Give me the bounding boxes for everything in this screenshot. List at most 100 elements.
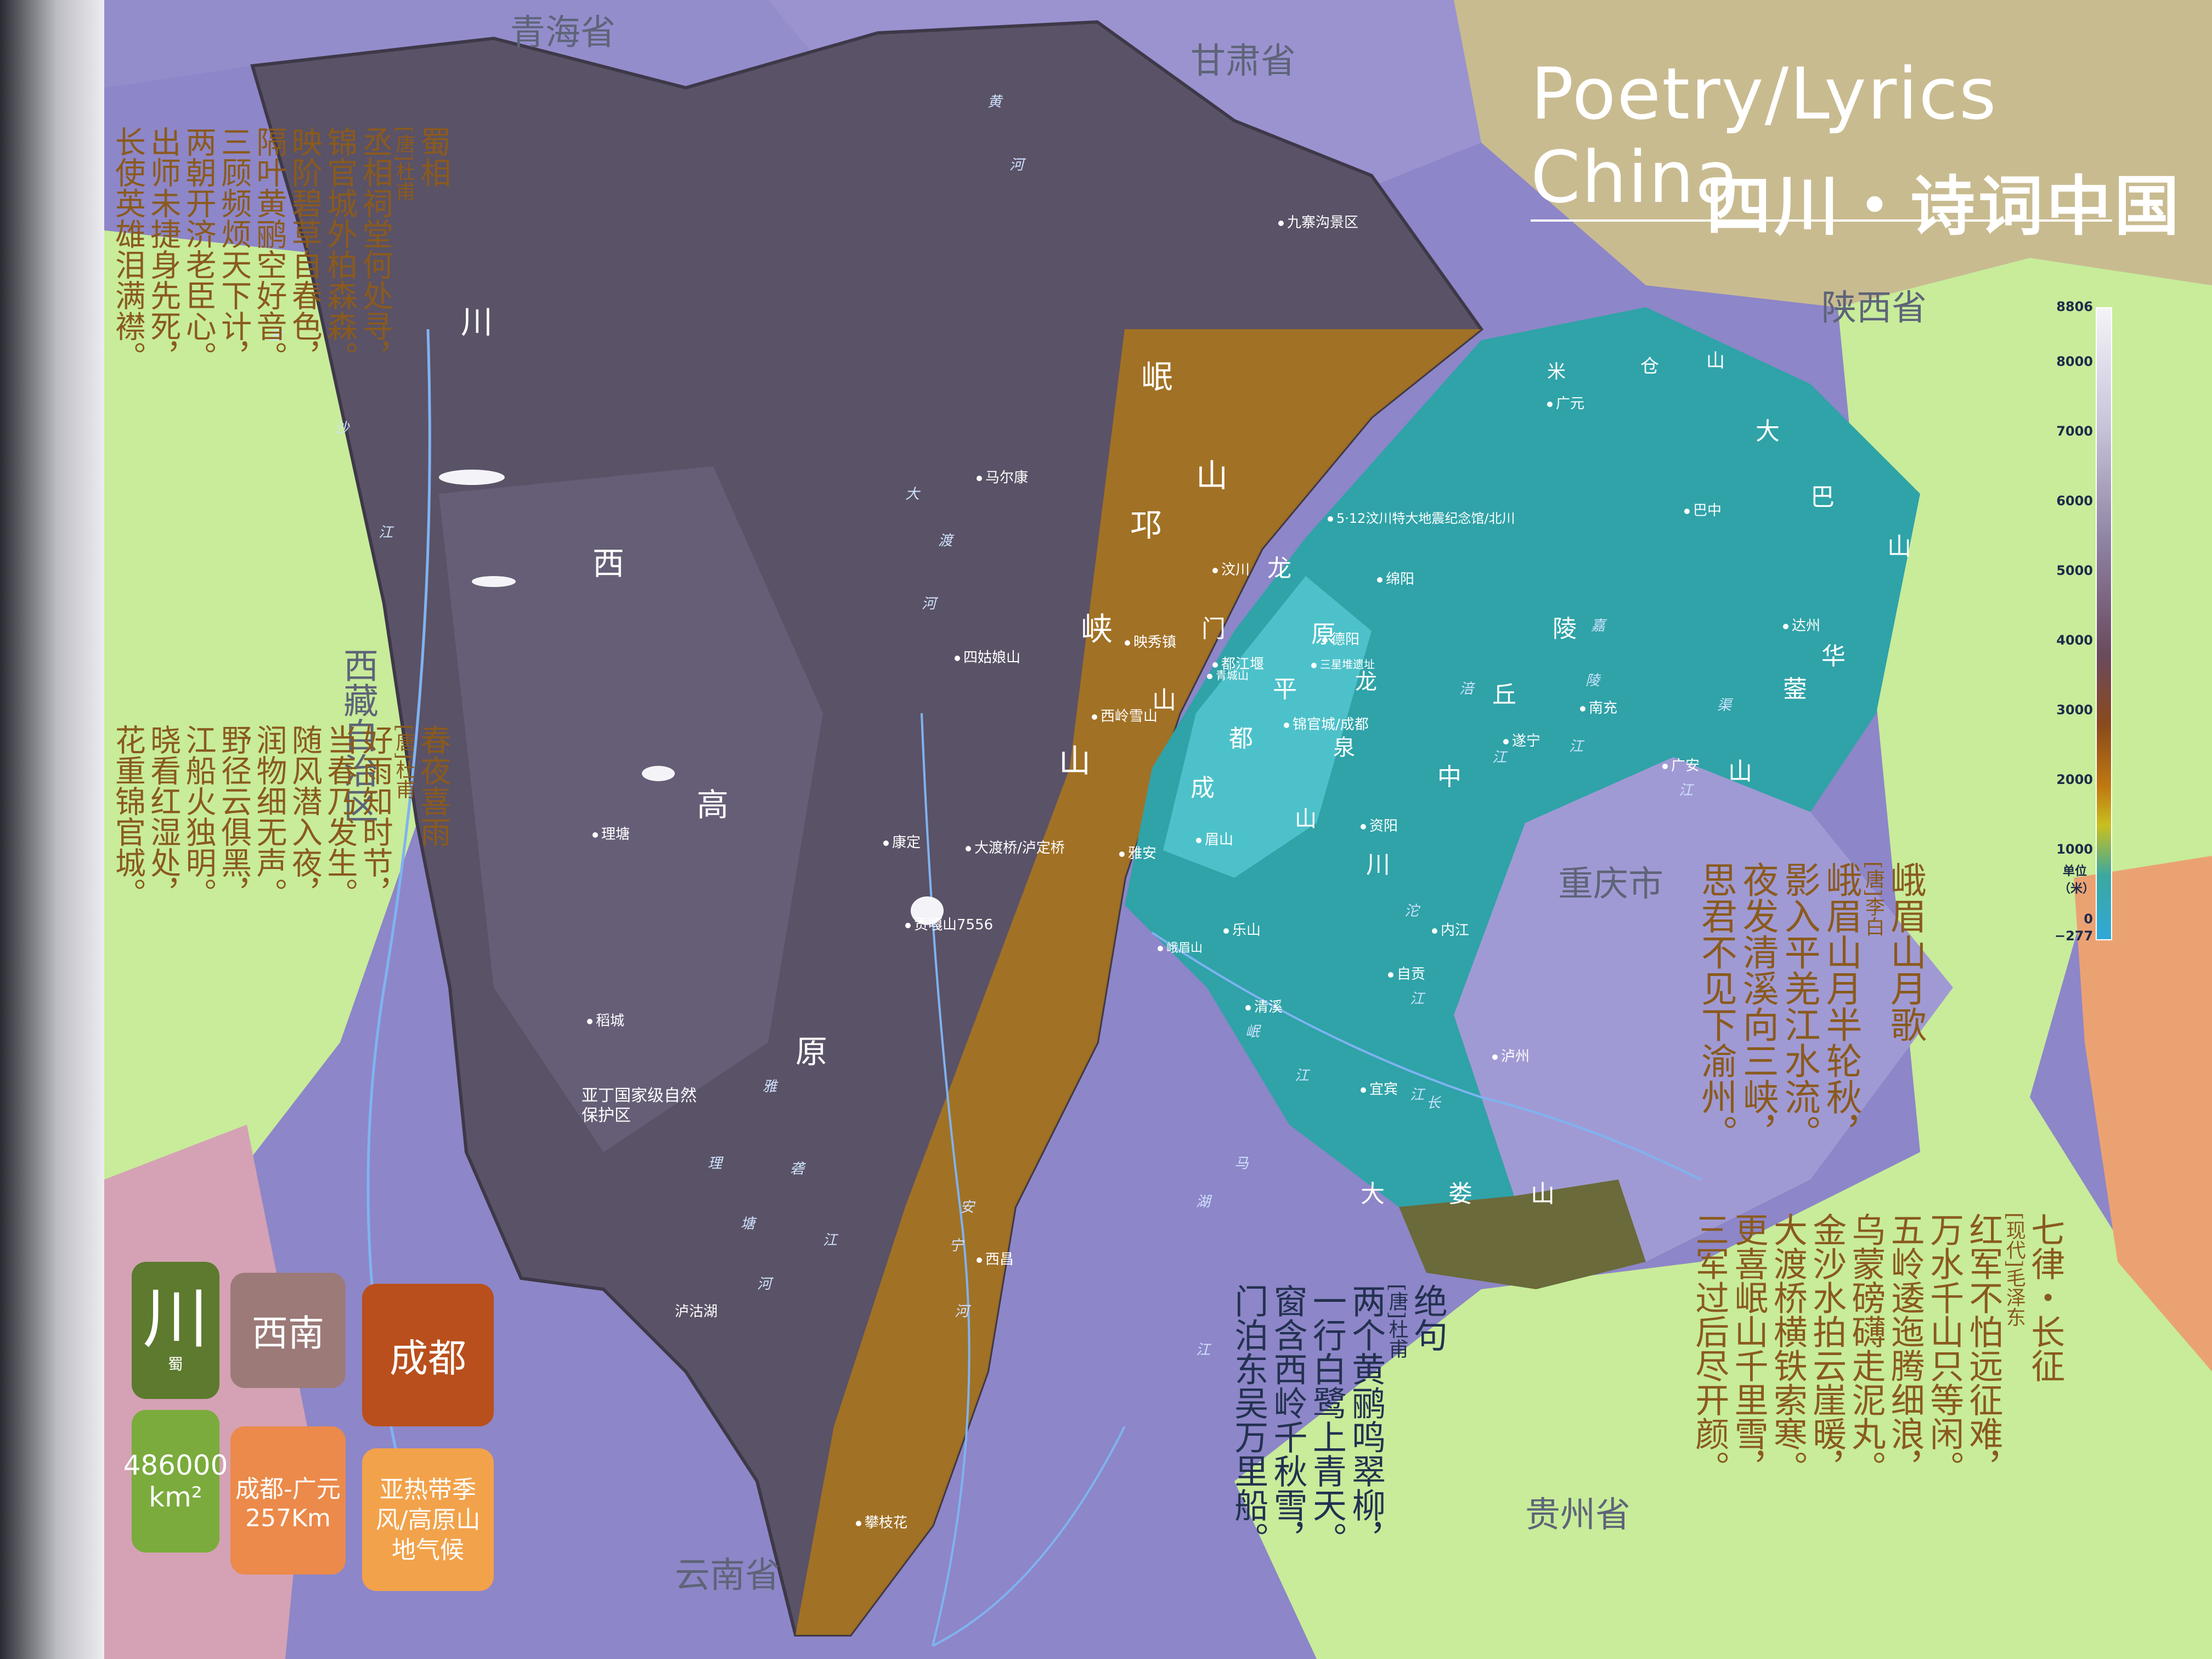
terrain-label: 原: [795, 1033, 828, 1070]
badge-short-sub: 蜀: [167, 1355, 183, 1373]
terrain-label: 泉: [1333, 735, 1355, 760]
terrain-label: 山: [1887, 533, 1911, 561]
terrain-label: 仓: [1640, 356, 1659, 377]
city-label: 宜宾: [1361, 1078, 1398, 1098]
province-yunnan: 云南省: [675, 1555, 780, 1596]
badge-area-unit: km²: [149, 1481, 202, 1513]
legend-tick: 1000: [2056, 842, 2093, 857]
river-label: 沱: [1404, 903, 1419, 919]
legend-tick: 8806: [2056, 299, 2093, 314]
city-label: 清溪: [1245, 996, 1283, 1016]
poem-title: 绝句: [1407, 1284, 1448, 1352]
city-label: 康定: [883, 831, 921, 851]
city-label: 泸沽湖: [675, 1304, 718, 1320]
terrain-label: 川: [461, 303, 493, 341]
city-label: 乐山: [1223, 919, 1261, 939]
river-label: 河: [757, 1276, 772, 1293]
badge-area: 486000 km²: [123, 1410, 228, 1553]
legend-tick: 5000: [2056, 563, 2093, 578]
city-label: 马尔康: [977, 466, 1028, 487]
river-label: 沙: [335, 420, 349, 437]
title-chinese: 四川・诗词中国: [1706, 168, 2183, 244]
river-label: 雅: [763, 1079, 777, 1095]
chongqing-guizhou-region: [1234, 258, 2212, 1659]
poem-line: 红军不怕远征难，: [1963, 1212, 2004, 1485]
city-label: 泸州: [1492, 1045, 1530, 1065]
river-label: 宁: [949, 1238, 964, 1254]
poem-shuxiang: 蜀相 [唐]杜甫 丞相祠堂何处寻， 锦官城外柏森森。 映阶碧草自春色， 隔叶黄鹂…: [110, 126, 451, 719]
city-label: 雅安: [1119, 842, 1156, 862]
poem-line: 随风潜入夜，: [286, 724, 323, 909]
city-label: 汶川: [1212, 558, 1250, 579]
poem-title: 蜀相: [415, 126, 451, 188]
poem-line: 两个黄鹂鸣翠柳，: [1346, 1284, 1386, 1556]
shaanxi-region: [1454, 0, 2212, 307]
terrain-label: 山: [1706, 350, 1725, 372]
terrain-label: 娄: [1448, 1180, 1472, 1208]
river-label: 涪: [1459, 681, 1474, 697]
city-label: 广元: [1547, 392, 1584, 413]
city-label: 锦官城/成都: [1284, 713, 1369, 733]
title-rule: [1531, 219, 2112, 222]
terrain-label: 龙: [1355, 669, 1377, 695]
river-label: 江: [379, 524, 393, 541]
poem-line: 晓看红湿处，: [145, 724, 181, 909]
poem-line: 峨眉山月半轮秋，: [1820, 861, 1863, 1151]
poem-line: 金沙水拍云崖暖，: [1807, 1212, 1847, 1485]
title-english: Poetry/Lyrics China: [1531, 52, 1997, 219]
river-label: 江: [823, 1232, 838, 1249]
poem-line: 润物细无声。: [251, 724, 287, 909]
city-label: 映秀镇: [1125, 631, 1176, 651]
city-label: 理塘: [592, 823, 630, 843]
terrain-label: 华: [1821, 642, 1846, 670]
legend-tick: 2000: [2056, 772, 2093, 787]
terrain-label: 原: [1311, 620, 1335, 648]
badge-short-name: 川 蜀: [132, 1262, 219, 1399]
terrain-label: 都: [1229, 725, 1253, 753]
city-label: 都江堰: [1212, 653, 1264, 673]
river-label: 马: [1234, 1155, 1249, 1172]
poem-line: 五岭逶迤腾细浪，: [1884, 1212, 1925, 1485]
province-xizang: 西藏自治区: [337, 647, 378, 823]
terrain-label: 山: [1196, 457, 1228, 494]
terrain-label: 岷: [1141, 358, 1173, 396]
river-label: 黄: [988, 94, 1002, 110]
river-label: 河: [955, 1304, 969, 1320]
poem-line: 花重锦官城。: [110, 724, 146, 909]
poem-line: 长使英雄泪满襟。: [110, 126, 146, 372]
poem-line: 隔叶黄鹂空好音。: [251, 126, 287, 372]
terrain-label: 山: [1728, 758, 1752, 786]
poem-line: 乌蒙磅礴走泥丸。: [1846, 1212, 1886, 1485]
poem-author: [唐]杜甫: [392, 724, 415, 799]
terrain-label: 门: [1201, 615, 1226, 643]
terrain-label: 丘: [1492, 681, 1516, 709]
city-label: 亚丁国家级自然保护区: [582, 1086, 697, 1125]
terrain-label: 巴: [1810, 483, 1835, 511]
changjiang-line: [1151, 932, 1701, 1181]
poem-emei: 峨眉山月歌 [唐]李白 峨眉山月半轮秋， 影入平羌江水流。 夜发清溪向三峡， 思…: [1695, 861, 1927, 1245]
city-label: 青城山: [1207, 667, 1249, 682]
book-spine: [0, 0, 104, 1659]
poem-line: 窗含西岭千秋雪，: [1267, 1284, 1308, 1556]
poem-line: 大渡桥横铁索寒。: [1767, 1212, 1808, 1485]
river-label: 长: [1426, 1095, 1441, 1111]
legend-unit: 单位（米）: [2058, 865, 2095, 896]
badge-region: 西南: [230, 1273, 346, 1388]
poem-title: 春夜喜雨: [415, 724, 451, 847]
city-label: 达州: [1783, 614, 1820, 635]
terrain-label: 大: [1756, 417, 1780, 445]
daloushan: [1399, 1180, 1646, 1289]
poem-line: 丞相祠堂何处寻，: [357, 126, 393, 372]
province-gansu: 甘肃省: [1190, 41, 1296, 82]
poem-line: 好雨知时节，: [357, 724, 393, 909]
terrain-label: 龙: [1267, 555, 1291, 583]
poem-author: [唐]杜甫: [1385, 1284, 1408, 1359]
river-label: 陵: [1585, 673, 1600, 689]
poem-chunye: 春夜喜雨 [唐]杜甫 好雨知时节， 当春乃发生。 随风潜入夜， 润物细无声。 野…: [110, 724, 451, 1141]
poem-changzheng: 七律・长征 [现代]毛泽东 红军不怕远征难， 万水千山只等闲。 五岭逶迤腾细浪，…: [1689, 1212, 2065, 1607]
badge-route-dist: 257Km: [245, 1504, 331, 1532]
poem-line: 映阶碧草自春色，: [286, 126, 323, 372]
badge-climate: 亚热带季风/高原山地气候: [362, 1448, 494, 1591]
river-label: 渡: [938, 533, 953, 549]
city-label: 四姑娘山: [955, 646, 1020, 667]
